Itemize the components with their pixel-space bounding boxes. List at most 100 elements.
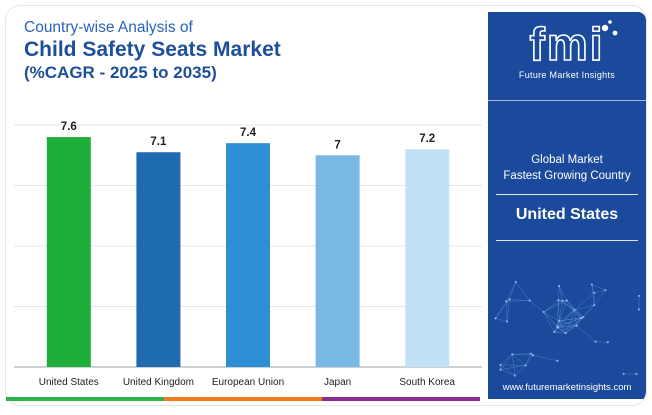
data-label: 7.4 [240,127,257,139]
network-link [559,286,562,301]
network-node [511,353,513,355]
bottom-bar-segment [164,397,322,401]
network-node [635,373,637,375]
data-label: 7.2 [419,133,435,145]
side-divider-2 [496,240,638,241]
network-node [499,369,501,371]
network-node [593,292,595,294]
title-line-2: Child Safety Seats Market [24,37,484,62]
bar-south-korea [405,149,449,367]
bottom-bar-segment [6,397,164,401]
network-link [516,282,530,301]
network-node [499,364,501,366]
network-node [594,341,596,343]
network-decoration [488,257,646,382]
network-node [575,325,577,327]
network-link [509,282,515,299]
data-label: 7 [334,139,340,151]
fmi-logo: fmi Future Market Insights [488,20,646,80]
bar-united-kingdom [136,152,180,367]
network-node [505,300,507,302]
svg-text:fmi: fmi [530,20,605,68]
title-block: Country-wise Analysis of Child Safety Se… [24,18,484,83]
title-line-1: Country-wise Analysis of [24,18,484,37]
network-node [561,300,563,302]
x-tick-label: United Kingdom [123,377,194,388]
x-tick-label: European Union [212,377,284,388]
side-panel: fmi Future Market Insights Global Market… [488,12,646,399]
side-divider-top [488,100,646,101]
network-link [512,354,530,355]
network-link [559,286,567,300]
side-divider-1 [496,194,638,195]
network-node [623,373,625,375]
bottom-color-bar [6,397,480,401]
network-node [558,285,560,287]
network-link [506,301,507,321]
bar-chart: 7.6 United States 7.1 United Kingdom 7.4 Euro… [6,106,488,396]
network-link [530,301,544,312]
title-line-3: (%CAGR - 2025 to 2035) [24,62,484,83]
network-node [529,300,531,302]
data-label: 7.6 [61,121,77,133]
network-node [525,364,527,366]
network-link [533,355,557,361]
network-link [501,354,513,369]
network-link [592,285,594,305]
network-link [596,342,608,343]
network-link [554,332,565,333]
global-market-label: Global Market [488,154,646,166]
network-node [508,298,510,300]
bar-european-union [226,143,270,367]
bottom-bar-segment [322,397,480,401]
network-node [515,281,517,283]
network-link [562,301,581,318]
x-tick-label: Japan [324,377,351,388]
network-link [506,301,529,302]
network-node [556,325,558,327]
network-link [509,299,529,300]
logo-subtitle: Future Market Insights [488,70,646,80]
fmi-logo-mark: fmi [512,20,622,68]
network-node [607,341,609,343]
fastest-growing-label: Fastest Growing Country [488,170,646,182]
bar-united-states [47,137,91,367]
data-label: 7.1 [150,136,167,148]
network-node [573,309,575,311]
network-node [604,289,606,291]
network-link [558,300,559,321]
network-link [558,286,559,300]
website-url[interactable]: www.futuremarketinsights.com [488,382,646,393]
network-node [593,304,595,306]
network-link [496,318,508,321]
network-link [500,354,512,365]
x-tick-label: United States [39,377,99,388]
x-tick-label: South Korea [399,377,455,388]
network-link [507,299,509,321]
fastest-country: United States [488,206,646,224]
network-link [496,299,510,318]
network-node [582,316,584,318]
network-node [514,374,516,376]
network-node [494,317,496,319]
network-node [638,308,640,310]
network-node [553,331,555,333]
network-link [512,354,525,365]
network-node [542,311,544,313]
network-link [577,326,596,342]
network-node [556,360,558,362]
network-node [506,320,508,322]
network-node [564,332,566,334]
network-link [506,282,516,301]
network-node [566,299,568,301]
network-link [583,305,594,317]
network-node [557,299,559,301]
network-link [544,300,559,312]
network-link [544,301,563,312]
network-link [592,285,606,291]
network-node [532,354,534,356]
network-node [530,353,532,355]
network-node [558,320,560,322]
network-node [638,295,640,297]
network-node [591,284,593,286]
